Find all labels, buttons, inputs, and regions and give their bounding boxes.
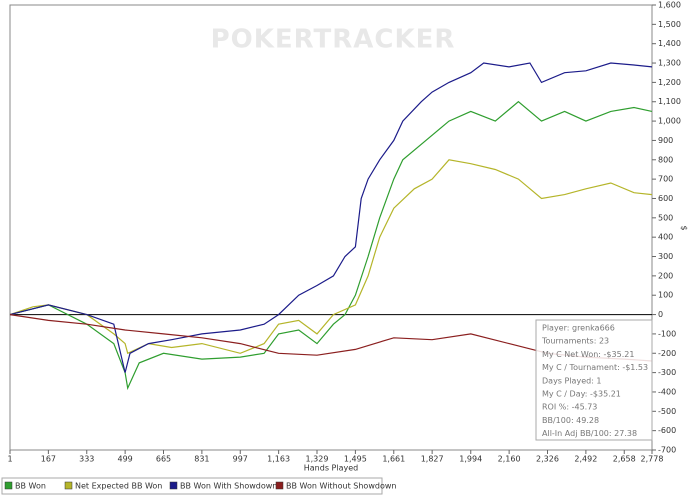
- y-tick-label: -200: [658, 349, 676, 358]
- x-tick-label: 1,661: [382, 455, 405, 464]
- y-tick-label: 400: [658, 233, 673, 242]
- info-line: ROI %: -45.73: [542, 403, 597, 412]
- legend-label: BB Won With Showdown: [180, 482, 277, 491]
- y-tick-label: 1,600: [658, 1, 681, 10]
- x-tick-label: 2,492: [574, 455, 597, 464]
- x-tick-label: 831: [194, 455, 209, 464]
- y-tick-label: 1,000: [658, 117, 681, 126]
- x-tick-label: 333: [79, 455, 94, 464]
- legend-label: Net Expected BB Won: [75, 482, 162, 491]
- legend-label: BB Won: [15, 482, 46, 491]
- y-tick-label: -100: [658, 329, 676, 338]
- x-tick-label: 1,827: [421, 455, 444, 464]
- y-tick-label: 1,400: [658, 39, 681, 48]
- info-line: BB/100: 49.28: [542, 416, 599, 425]
- y-tick-label: 0: [658, 310, 663, 319]
- info-line: My C / Day: -$35.21: [542, 390, 621, 399]
- x-tick-label: 997: [233, 455, 248, 464]
- y-tick-label: 600: [658, 194, 673, 203]
- x-axis-label: Hands Played: [304, 464, 358, 473]
- series-line: [9, 62, 653, 373]
- y-tick-label: 300: [658, 252, 673, 261]
- y-tick-label: 100: [658, 291, 673, 300]
- y-tick-label: -600: [658, 426, 676, 435]
- legend-swatch: [169, 481, 178, 490]
- y-tick-label: -300: [658, 368, 676, 377]
- series-line: [9, 159, 653, 355]
- info-line: Player: grenka666: [542, 324, 615, 333]
- x-tick-label: 665: [156, 455, 171, 464]
- plot-frame: [9, 4, 653, 451]
- x-tick-label: 167: [41, 455, 56, 464]
- y-tick-label: 800: [658, 155, 673, 164]
- x-tick-label: 2,658: [613, 455, 636, 464]
- x-tick-label: 1,163: [267, 455, 290, 464]
- legend-swatch: [275, 481, 284, 490]
- x-tick-label: 1,495: [344, 455, 367, 464]
- info-box: Player: grenka666 Tournaments: 23 My C Net…: [535, 319, 653, 441]
- x-tick-label: 499: [117, 455, 132, 464]
- x-tick-label: 1: [7, 455, 12, 464]
- info-line: All-In Adj BB/100: 27.38: [542, 429, 637, 438]
- y-tick-label: 700: [658, 175, 673, 184]
- info-line: My C / Tournament: -$1.53: [542, 363, 648, 372]
- y-tick-label: -500: [658, 407, 676, 416]
- x-tick-label: 2,778: [641, 455, 664, 464]
- y-tick-label: 1,100: [658, 97, 681, 106]
- y-tick-label: 900: [658, 136, 673, 145]
- info-line: My C Net Won: -$35.21: [542, 350, 634, 359]
- legend-swatch: [4, 481, 13, 490]
- x-tick-label: 1,329: [306, 455, 329, 464]
- y-tick-label: 1,500: [658, 20, 681, 29]
- info-line: Days Played: 1: [542, 376, 602, 385]
- legend-label: BB Won Without Showdown: [286, 482, 396, 491]
- legend-frame: [1, 477, 383, 495]
- legend-swatch: [64, 481, 73, 490]
- y-axis-label: $: [680, 225, 689, 230]
- y-tick-label: 200: [658, 271, 673, 280]
- info-line: Tournaments: 23: [541, 337, 609, 346]
- x-tick-label: 2,326: [536, 455, 559, 464]
- series-line: [9, 100, 653, 391]
- watermark: POKERTRACKER: [211, 25, 456, 55]
- y-tick-label: 500: [658, 213, 673, 222]
- y-tick-label: -400: [658, 387, 676, 396]
- info-box-frame: [535, 319, 653, 441]
- x-tick-label: 2,160: [498, 455, 521, 464]
- y-tick-label: 1,300: [658, 59, 681, 68]
- x-tick-label: 1,994: [459, 455, 482, 464]
- y-tick-label: -700: [658, 446, 676, 455]
- y-tick-label: 1,200: [658, 78, 681, 87]
